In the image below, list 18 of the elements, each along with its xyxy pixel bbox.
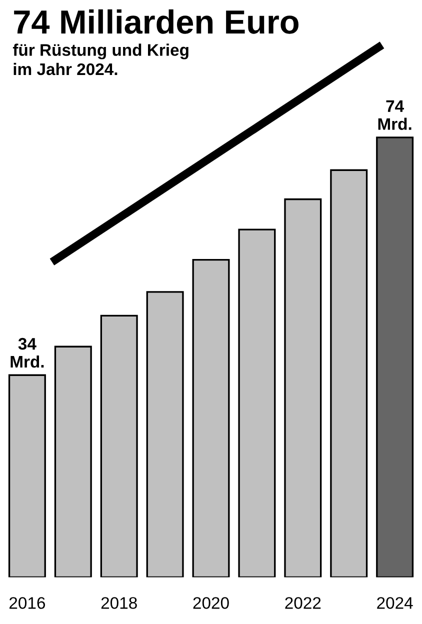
data-label: 34 Mrd.: [10, 338, 44, 368]
bar: [238, 228, 276, 578]
data-label: 74 Mrd.: [378, 100, 412, 130]
bar: [100, 314, 138, 578]
bar: [284, 198, 322, 578]
x-tick-label: 2024: [377, 597, 413, 609]
bar: [376, 136, 414, 578]
bar: [8, 374, 46, 578]
x-tick-label: 2022: [285, 597, 321, 609]
bar: [330, 169, 368, 578]
x-tick-label: 2016: [10, 597, 46, 609]
bar: [192, 259, 230, 578]
chart-title: 74 Milliarden Euro: [14, 9, 298, 34]
x-tick-label: 2020: [193, 597, 229, 609]
x-tick-label: 2018: [101, 597, 137, 609]
bar: [54, 346, 92, 578]
chart-subtitle: für Rüstung und Krieg im Jahr 2024.: [12, 44, 188, 76]
bar: [146, 291, 184, 578]
